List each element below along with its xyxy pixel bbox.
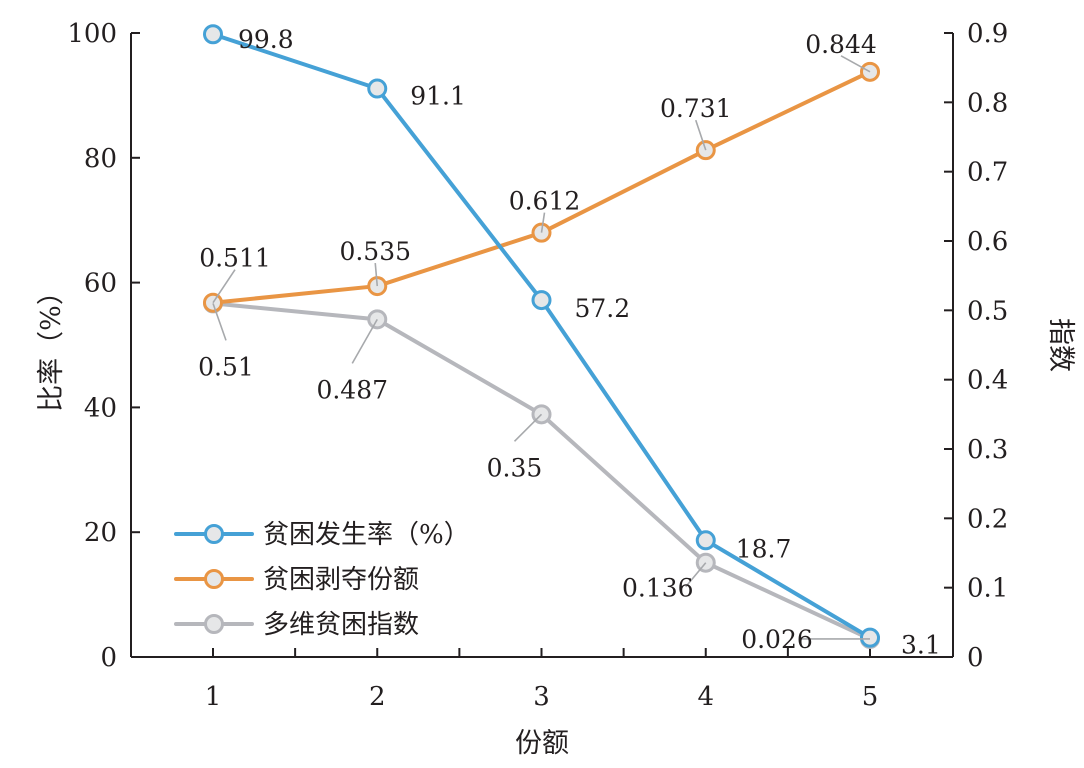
y-right-tick-label: 0.3 [967, 435, 1008, 465]
data-label-leader [513, 413, 543, 442]
data-label: 0.51 [198, 352, 254, 381]
y-right-tick-label: 0.9 [967, 19, 1008, 49]
series-1-point [695, 530, 716, 551]
x-tick-label: 3 [533, 682, 550, 712]
y-left-tick-label: 0 [100, 643, 117, 673]
x-tick-label: 1 [205, 682, 222, 712]
data-labels-layer: 99.8 91.1 57.2 18.7 3.1 0.511 0.535 0.612 0.731 0… [198, 25, 941, 659]
y-left-tick-label: 100 [67, 19, 117, 49]
x-tick-label: 5 [862, 682, 879, 712]
y-left-tick-label: 40 [84, 393, 117, 423]
x-tick-label: 2 [369, 682, 386, 712]
legend-label: 多维贫困指数 [263, 610, 419, 640]
y-right-tick-label: 0.8 [967, 88, 1008, 118]
data-label: 18.7 [736, 534, 792, 563]
y-right-tick-label: 0.5 [967, 296, 1008, 326]
legend-swatch-marker [204, 614, 224, 634]
axes-layer: 0 20 40 60 80 100 0 0.1 0.2 0.3 0.4 0.5 0.6 0.7 0.8 0.9… [67, 19, 1008, 712]
y-right-tick-label: 0.1 [967, 574, 1008, 604]
data-label: 0.487 [316, 375, 388, 404]
y-left-tick-label: 80 [84, 144, 117, 174]
y-right-tick-label: 0.2 [967, 504, 1008, 534]
y-right-tick-label: 0.7 [967, 158, 1008, 188]
y-right-tick-label: 0.6 [967, 227, 1008, 257]
legend-label: 贫困剥夺份额 [263, 565, 419, 595]
y-left-tick-label: 60 [84, 269, 117, 299]
data-label: 3.1 [901, 631, 941, 660]
data-label: 0.136 [622, 574, 694, 603]
plot-frame [130, 33, 954, 658]
data-label: 0.535 [339, 237, 411, 266]
data-label: 0.844 [805, 30, 877, 59]
series-1-point [531, 290, 552, 311]
data-label-leader [212, 269, 236, 304]
data-label: 0.731 [660, 94, 732, 123]
data-label: 0.511 [199, 244, 271, 273]
x-tick-label: 4 [697, 682, 714, 712]
legend-swatch-marker [204, 524, 224, 544]
series-1-point [203, 24, 223, 45]
y-left-tick-label: 20 [84, 518, 117, 548]
data-label: 0.35 [487, 453, 543, 482]
data-label-leader [351, 318, 378, 364]
data-label-leader [212, 303, 227, 341]
series-1-point [367, 78, 388, 99]
series-1-point [860, 627, 880, 648]
y-right-tick-label: 0 [967, 643, 984, 673]
x-axis-title: 份额 [515, 728, 569, 759]
data-label-leader [694, 119, 707, 151]
data-label: 99.8 [238, 25, 294, 54]
legend-swatch-marker [204, 569, 224, 589]
y-right-tick-label: 0.4 [967, 366, 1008, 396]
y-axis-right-title: 指数 [1045, 318, 1076, 372]
data-label: 57.2 [575, 294, 631, 323]
data-label-leader [374, 262, 379, 287]
data-label-leader [685, 562, 707, 588]
data-label: 0.612 [509, 187, 581, 216]
legend-label: 贫困发生率（%） [263, 520, 470, 550]
data-label: 0.026 [741, 625, 813, 654]
data-label-leader [840, 55, 871, 73]
data-label: 91.1 [410, 82, 466, 111]
data-label-leader [540, 212, 546, 233]
y-axis-left-title: 比率（%） [36, 278, 67, 412]
